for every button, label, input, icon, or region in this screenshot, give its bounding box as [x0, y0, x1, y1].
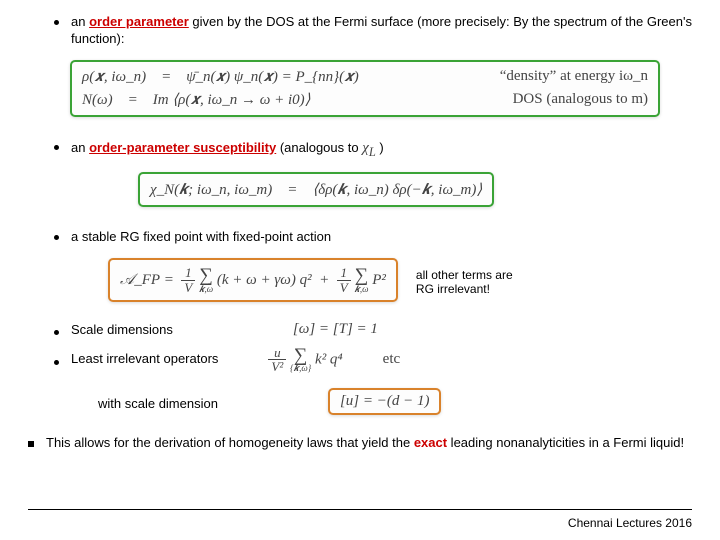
bullet-6: with scale dimension	[98, 396, 218, 411]
equation-box-1: ρ(𝒙, iω_n) = ψ̄_n(𝒙) ψ_n(𝒙) = P_{nn}(𝒙) …	[70, 60, 660, 117]
b1-pre: an	[71, 14, 89, 29]
bullet-5: Least irrelevant operators uV² ∑{𝒌,ω} k²…	[71, 346, 692, 374]
b2-close: )	[376, 140, 384, 155]
bullet-4: Scale dimensions [ω] = [T] = 1	[71, 320, 692, 340]
bullet-1: an order parameter given by the DOS at t…	[71, 14, 692, 48]
equation-box-4: [u] = −(d − 1)	[328, 388, 442, 415]
eq-rho: ρ(𝒙, iω_n) = ψ̄_n(𝒙) ψ_n(𝒙) = P_{nn}(𝒙)	[82, 68, 359, 86]
eq-afp: 𝒜_FP = 1V ∑𝒌,ω (k + ω + γω) q² + 1V ∑𝒌,ω…	[120, 272, 386, 288]
final-post: leading nonanalyticities in a Fermi liqu…	[447, 435, 684, 450]
bullet-marker	[54, 330, 59, 335]
footer-text: Chennai Lectures 2016	[568, 516, 692, 530]
equation-box-3: 𝒜_FP = 1V ∑𝒌,ω (k + ω + γω) q² + 1V ∑𝒌,ω…	[108, 258, 398, 302]
etc-text: etc	[383, 350, 400, 370]
eq-rho-desc: “density” at energy iω_n	[500, 68, 648, 85]
chi-sym: χL	[362, 140, 376, 156]
final-bullet: This allows for the derivation of homoge…	[46, 435, 692, 452]
eq-scale: [ω] = [T] = 1	[293, 320, 378, 340]
bullet-marker	[54, 145, 59, 150]
b2-post: (analogous to	[276, 140, 362, 155]
final-pre: This allows for the derivation of homoge…	[46, 435, 414, 450]
b1-hl: order parameter	[89, 14, 189, 29]
side-note: all other terms are RG irrelevant!	[416, 268, 513, 297]
eq-u: [u] = −(d − 1)	[340, 393, 430, 409]
square-marker	[28, 441, 34, 447]
footer-divider	[28, 509, 692, 510]
eq-N-desc: DOS (analogous to m)	[513, 91, 648, 108]
eq-chi: χ_N(𝒌; iω_n, iω_m) = ⟨δρ(𝒌, iω_n) δρ(−𝒌,…	[150, 182, 482, 198]
side-note-1: all other terms are	[416, 268, 513, 282]
equation-box-2: χ_N(𝒌; iω_n, iω_m) = ⟨δρ(𝒌, iω_n) δρ(−𝒌,…	[138, 172, 494, 207]
final-hl: exact	[414, 435, 447, 450]
bullet-3: a stable RG fixed point with fixed-point…	[71, 229, 692, 246]
bullet-marker	[54, 20, 59, 25]
eq-lio: uV² ∑{𝒌,ω} k² q⁴	[268, 346, 342, 374]
b2-hl: order-parameter susceptibility	[89, 140, 276, 155]
eq-N: N(ω) = Im ⟨ρ(𝒙, iω_n → ω + i0)⟩	[82, 90, 310, 109]
bullet-2: an order-parameter susceptibility (analo…	[71, 139, 692, 160]
side-note-2: RG irrelevant!	[416, 282, 513, 296]
b2-pre: an	[71, 140, 89, 155]
bullet-marker	[54, 235, 59, 240]
bullet-marker	[54, 360, 59, 365]
